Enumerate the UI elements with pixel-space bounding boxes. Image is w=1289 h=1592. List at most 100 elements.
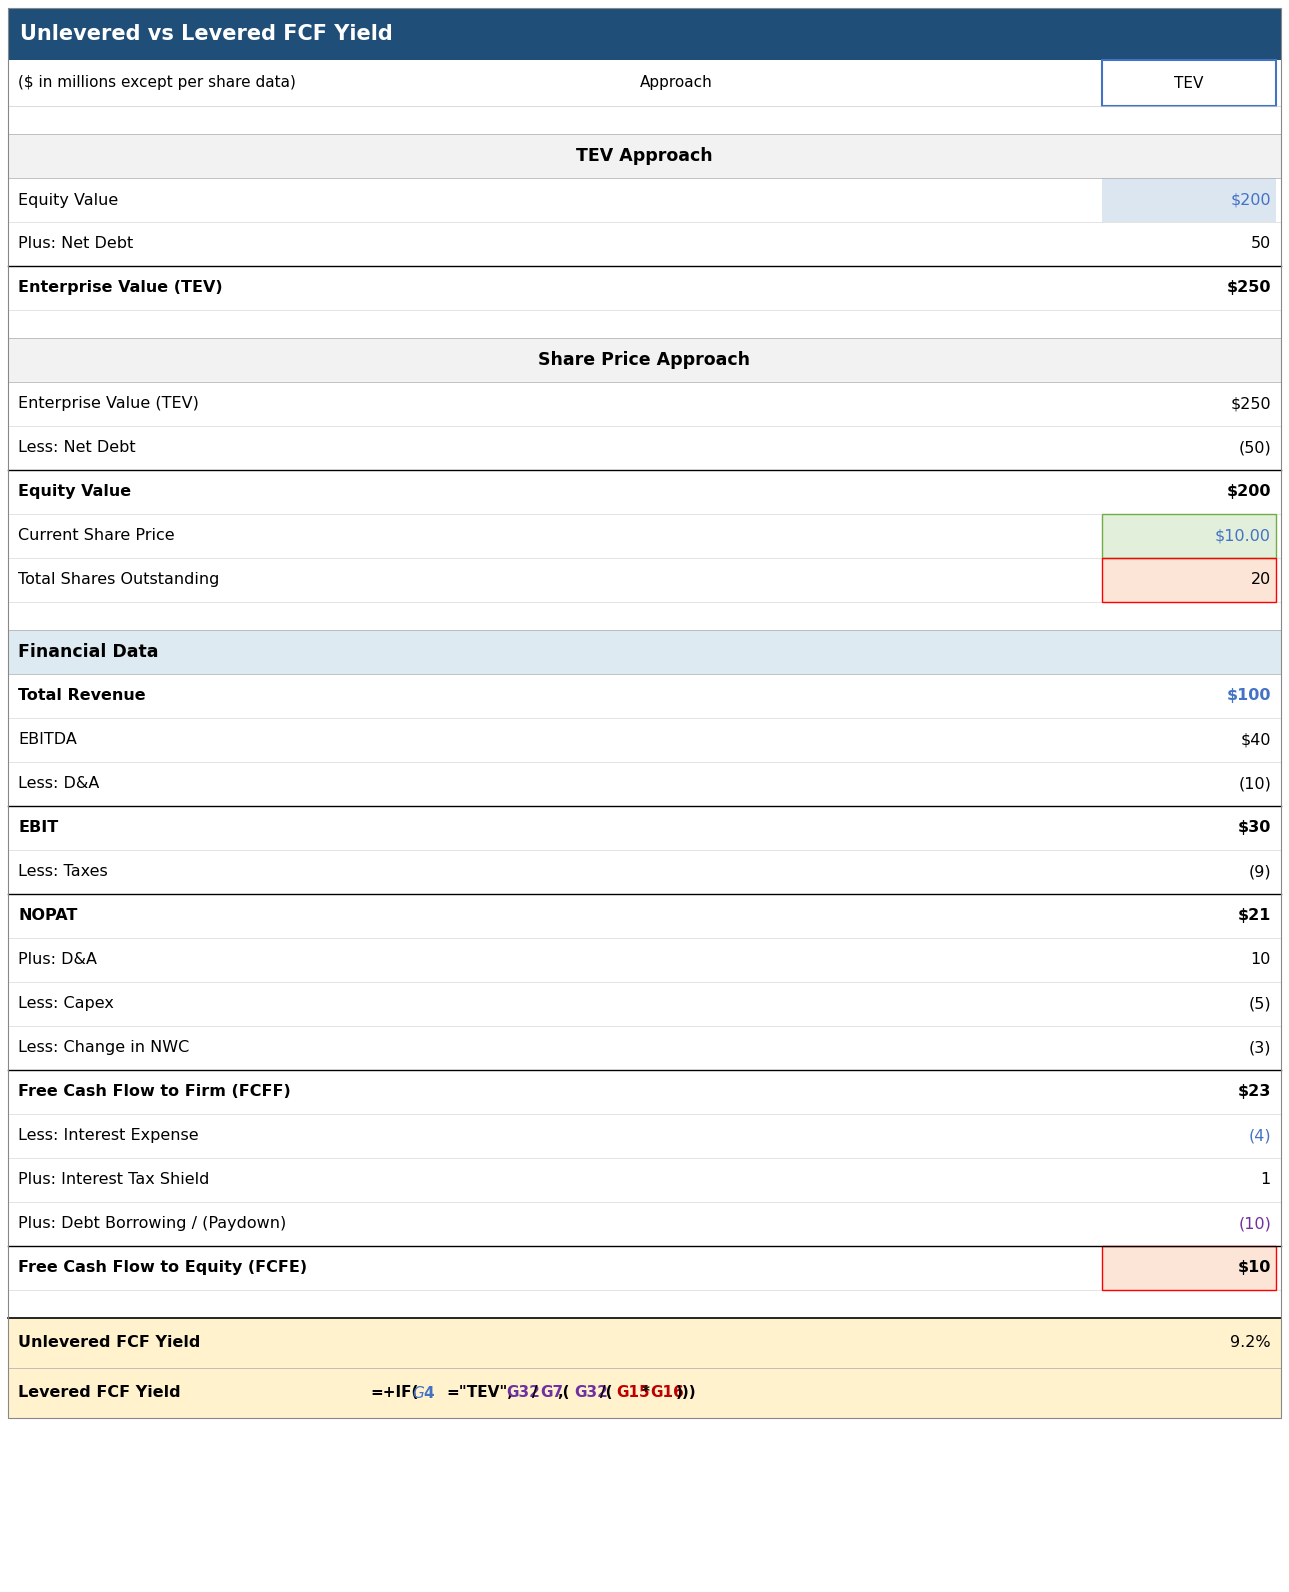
Text: ($ in millions except per share data): ($ in millions except per share data): [18, 75, 296, 91]
Text: Plus: Net Debt: Plus: Net Debt: [18, 237, 133, 252]
Bar: [8, 1202, 1281, 1247]
Bar: [1102, 559, 1276, 602]
Bar: [8, 1368, 1281, 1418]
Text: 9.2%: 9.2%: [1231, 1336, 1271, 1350]
Text: G32: G32: [507, 1385, 540, 1401]
Text: ="TEV",: ="TEV",: [446, 1385, 513, 1401]
Text: /: /: [531, 1385, 538, 1401]
Bar: [8, 427, 1281, 470]
Bar: [8, 630, 1281, 673]
Text: (4): (4): [1248, 1129, 1271, 1143]
Text: Financial Data: Financial Data: [18, 643, 159, 661]
Text: G16: G16: [651, 1385, 684, 1401]
Bar: [8, 1070, 1281, 1114]
Bar: [8, 60, 1281, 107]
Bar: [1102, 514, 1276, 559]
Text: TEV Approach: TEV Approach: [576, 146, 713, 166]
Text: (10): (10): [1239, 777, 1271, 791]
Bar: [8, 470, 1281, 514]
Text: Levered FCF Yield: Levered FCF Yield: [18, 1385, 180, 1401]
Text: Total Revenue: Total Revenue: [18, 688, 146, 704]
Text: Less: Change in NWC: Less: Change in NWC: [18, 1041, 189, 1055]
Bar: [8, 1114, 1281, 1157]
Text: Approach: Approach: [641, 75, 713, 91]
Text: (9): (9): [1248, 864, 1271, 879]
Text: Enterprise Value (TEV): Enterprise Value (TEV): [18, 396, 199, 411]
Text: $10: $10: [1237, 1261, 1271, 1275]
Bar: [8, 895, 1281, 938]
Text: Equity Value: Equity Value: [18, 484, 131, 500]
Text: /(: /(: [599, 1385, 612, 1401]
Bar: [8, 221, 1281, 266]
Text: TEV: TEV: [1174, 75, 1204, 91]
Text: =+IF(: =+IF(: [370, 1385, 419, 1401]
Text: 20: 20: [1250, 573, 1271, 587]
Text: Free Cash Flow to Equity (FCFE): Free Cash Flow to Equity (FCFE): [18, 1261, 307, 1275]
Text: 10: 10: [1250, 952, 1271, 968]
Bar: [1102, 60, 1276, 107]
Text: ,(: ,(: [557, 1385, 570, 1401]
Bar: [8, 559, 1281, 602]
Text: $100: $100: [1227, 688, 1271, 704]
Bar: [8, 850, 1281, 895]
Bar: [8, 806, 1281, 850]
Bar: [1102, 559, 1276, 602]
Text: $G$4: $G$4: [412, 1385, 436, 1401]
Bar: [1102, 1247, 1276, 1290]
Text: Plus: Debt Borrowing / (Paydown): Plus: Debt Borrowing / (Paydown): [18, 1216, 286, 1232]
Text: NOPAT: NOPAT: [18, 909, 77, 923]
Text: Less: Capex: Less: Capex: [18, 997, 113, 1011]
Text: 50: 50: [1250, 237, 1271, 252]
Text: (5): (5): [1248, 997, 1271, 1011]
Text: $250: $250: [1227, 280, 1271, 296]
Bar: [8, 178, 1281, 221]
Bar: [8, 8, 1281, 1418]
Bar: [8, 1318, 1281, 1368]
Text: $21: $21: [1237, 909, 1271, 923]
Bar: [8, 1157, 1281, 1202]
Text: $30: $30: [1237, 820, 1271, 836]
Bar: [8, 134, 1281, 178]
Bar: [8, 763, 1281, 806]
Text: Total Shares Outstanding: Total Shares Outstanding: [18, 573, 219, 587]
Text: 1: 1: [1261, 1172, 1271, 1188]
Text: *: *: [642, 1385, 650, 1401]
Text: Plus: D&A: Plus: D&A: [18, 952, 97, 968]
Bar: [8, 1247, 1281, 1290]
Text: $200: $200: [1227, 484, 1271, 500]
Bar: [8, 514, 1281, 559]
Bar: [8, 1025, 1281, 1070]
Bar: [8, 8, 1281, 60]
Text: Enterprise Value (TEV): Enterprise Value (TEV): [18, 280, 223, 296]
Bar: [8, 982, 1281, 1025]
Text: Free Cash Flow to Firm (FCFF): Free Cash Flow to Firm (FCFF): [18, 1084, 291, 1100]
Text: $23: $23: [1237, 1084, 1271, 1100]
Text: Less: Taxes: Less: Taxes: [18, 864, 108, 879]
Text: Equity Value: Equity Value: [18, 193, 119, 207]
Text: G7: G7: [540, 1385, 563, 1401]
Text: $10.00: $10.00: [1216, 529, 1271, 543]
Text: (3): (3): [1249, 1041, 1271, 1055]
Text: EBITDA: EBITDA: [18, 732, 77, 748]
Text: (10): (10): [1239, 1216, 1271, 1232]
Text: Plus: Interest Tax Shield: Plus: Interest Tax Shield: [18, 1172, 209, 1188]
Text: Current Share Price: Current Share Price: [18, 529, 174, 543]
Bar: [8, 673, 1281, 718]
Text: (50): (50): [1239, 441, 1271, 455]
Bar: [8, 718, 1281, 763]
Text: Unlevered vs Levered FCF Yield: Unlevered vs Levered FCF Yield: [21, 24, 393, 45]
Text: Less: Interest Expense: Less: Interest Expense: [18, 1129, 199, 1143]
Bar: [1102, 514, 1276, 559]
Bar: [1102, 1247, 1276, 1290]
Bar: [8, 938, 1281, 982]
Text: G32: G32: [574, 1385, 608, 1401]
Bar: [8, 338, 1281, 382]
Text: $40: $40: [1240, 732, 1271, 748]
Text: $250: $250: [1231, 396, 1271, 411]
Text: Unlevered FCF Yield: Unlevered FCF Yield: [18, 1336, 200, 1350]
Bar: [8, 266, 1281, 310]
Text: ))): ))): [675, 1385, 696, 1401]
Text: $200: $200: [1231, 193, 1271, 207]
Text: Share Price Approach: Share Price Approach: [539, 350, 750, 369]
Bar: [1102, 178, 1276, 221]
